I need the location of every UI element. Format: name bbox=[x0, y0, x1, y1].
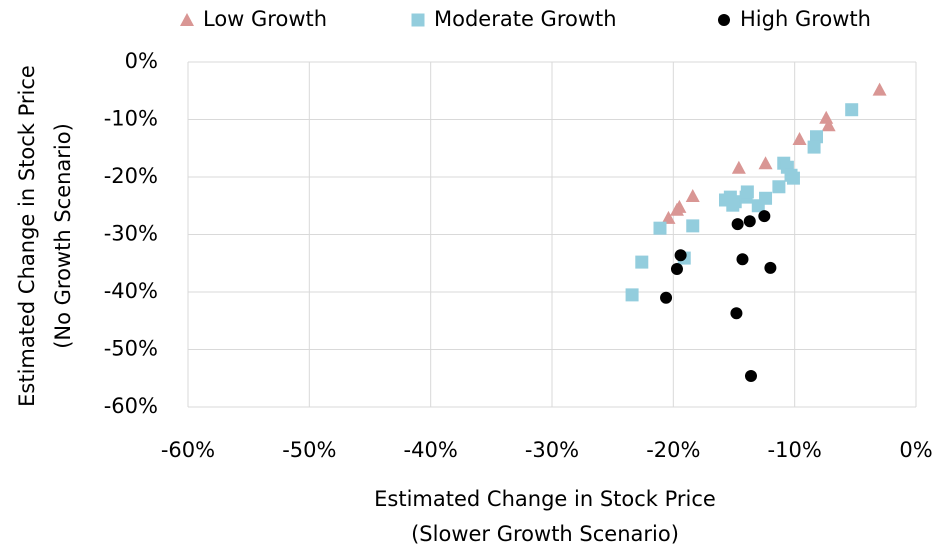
x-tick-label: -50% bbox=[282, 438, 336, 462]
marker bbox=[764, 261, 777, 274]
x-tick-label: -30% bbox=[525, 438, 579, 462]
legend-label: Low Growth bbox=[203, 7, 327, 31]
x-tick-label: -40% bbox=[404, 438, 458, 462]
marker bbox=[736, 253, 749, 266]
marker bbox=[845, 103, 859, 117]
marker bbox=[625, 288, 639, 302]
legend-marker bbox=[411, 13, 425, 27]
marker bbox=[772, 180, 786, 194]
y-tick-label: -20% bbox=[104, 164, 158, 188]
marker bbox=[731, 218, 744, 231]
marker bbox=[786, 171, 800, 185]
marker bbox=[686, 219, 700, 233]
marker bbox=[669, 202, 684, 216]
legend-label: Moderate Growth bbox=[434, 7, 617, 31]
marker bbox=[792, 132, 807, 146]
marker bbox=[731, 160, 746, 174]
x-tick-label: -60% bbox=[161, 438, 215, 462]
marker bbox=[719, 193, 733, 207]
y-tick-label: -40% bbox=[104, 279, 158, 303]
marker bbox=[758, 156, 773, 170]
y-tick-label: -50% bbox=[104, 337, 158, 361]
marker bbox=[821, 118, 836, 132]
marker bbox=[751, 199, 765, 213]
x-axis-title: (Slower Growth Scenario) bbox=[411, 522, 679, 546]
marker bbox=[661, 210, 676, 224]
marker bbox=[730, 307, 743, 320]
marker bbox=[743, 215, 756, 228]
x-axis-title: Estimated Change in Stock Price bbox=[374, 487, 716, 511]
marker bbox=[740, 185, 754, 199]
marker bbox=[674, 249, 687, 262]
marker bbox=[872, 82, 887, 96]
marker bbox=[819, 110, 834, 124]
y-tick-label: -60% bbox=[104, 394, 158, 418]
marker bbox=[653, 221, 667, 235]
marker bbox=[685, 188, 700, 202]
marker bbox=[810, 130, 824, 144]
x-tick-label: -10% bbox=[768, 438, 822, 462]
y-tick-label: -30% bbox=[104, 222, 158, 246]
marker bbox=[660, 291, 673, 304]
legend-marker bbox=[180, 13, 194, 26]
marker bbox=[807, 140, 821, 154]
y-tick-label: 0% bbox=[125, 49, 158, 73]
marker bbox=[744, 369, 757, 382]
legend-marker bbox=[718, 14, 730, 26]
legend-label: High Growth bbox=[740, 7, 871, 31]
y-tick-label: -10% bbox=[104, 107, 158, 131]
y-axis-title: (No Growth Scenario) bbox=[51, 123, 75, 349]
x-tick-label: 0% bbox=[899, 438, 932, 462]
marker bbox=[758, 210, 771, 223]
x-tick-label: -20% bbox=[646, 438, 700, 462]
marker bbox=[635, 255, 649, 269]
marker bbox=[670, 263, 683, 275]
y-axis-title: Estimated Change in Stock Price bbox=[15, 65, 39, 407]
